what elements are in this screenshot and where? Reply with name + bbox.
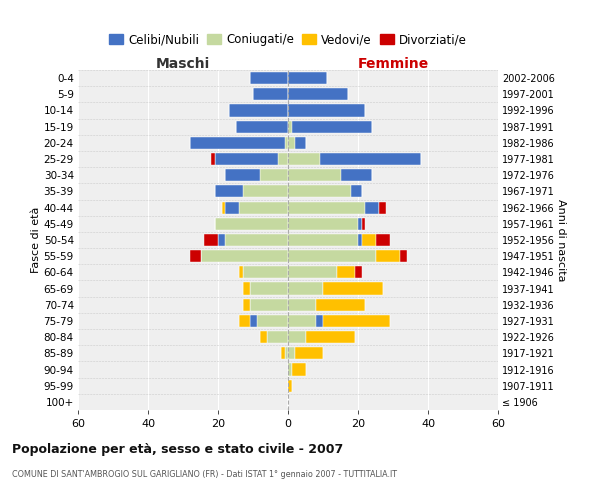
Bar <box>221 202 225 213</box>
Bar <box>358 234 361 246</box>
Bar <box>218 234 225 246</box>
Bar <box>190 250 200 262</box>
Bar <box>376 234 389 246</box>
Bar <box>288 234 358 246</box>
Bar <box>288 218 358 230</box>
Bar <box>292 364 305 376</box>
Bar <box>355 266 361 278</box>
Bar <box>288 120 292 132</box>
Bar <box>239 202 288 213</box>
Bar <box>215 218 288 230</box>
Bar <box>229 104 288 117</box>
Bar <box>295 137 305 149</box>
Bar <box>288 169 341 181</box>
Bar <box>215 186 242 198</box>
Bar <box>288 202 365 213</box>
Bar <box>235 120 288 132</box>
Bar <box>323 315 389 327</box>
Bar <box>284 348 288 360</box>
Bar <box>288 104 365 117</box>
Bar <box>225 169 260 181</box>
Bar <box>305 331 355 343</box>
Bar <box>361 234 376 246</box>
Bar <box>341 169 372 181</box>
Bar <box>260 169 288 181</box>
Bar <box>400 250 407 262</box>
Bar <box>379 202 386 213</box>
Bar <box>337 266 355 278</box>
Bar <box>288 88 347 101</box>
Bar <box>242 186 288 198</box>
Bar <box>239 266 242 278</box>
Bar <box>316 315 323 327</box>
Bar <box>323 282 383 294</box>
Bar <box>253 88 288 101</box>
Bar <box>267 331 288 343</box>
Bar <box>292 120 372 132</box>
Bar <box>257 315 288 327</box>
Bar <box>260 331 267 343</box>
Bar <box>288 137 295 149</box>
Bar <box>225 202 239 213</box>
Bar <box>250 72 288 84</box>
Bar <box>200 250 288 262</box>
Bar <box>190 137 284 149</box>
Bar <box>376 250 400 262</box>
Bar <box>288 315 316 327</box>
Bar <box>288 72 326 84</box>
Bar <box>358 218 361 230</box>
Bar <box>288 250 376 262</box>
Y-axis label: Anni di nascita: Anni di nascita <box>556 198 566 281</box>
Bar <box>215 153 277 165</box>
Bar <box>288 186 351 198</box>
Bar <box>250 298 288 311</box>
Bar <box>242 282 250 294</box>
Bar <box>288 153 320 165</box>
Bar <box>295 348 323 360</box>
Bar <box>288 298 316 311</box>
Bar <box>288 331 305 343</box>
Bar <box>242 298 250 311</box>
Bar <box>288 266 337 278</box>
Bar <box>288 380 292 392</box>
Bar <box>239 315 250 327</box>
Text: Popolazione per età, sesso e stato civile - 2007: Popolazione per età, sesso e stato civil… <box>12 442 343 456</box>
Bar <box>242 266 288 278</box>
Bar <box>211 153 215 165</box>
Bar <box>277 153 288 165</box>
Bar <box>351 186 361 198</box>
Bar <box>281 348 284 360</box>
Bar <box>204 234 218 246</box>
Text: Maschi: Maschi <box>156 57 210 71</box>
Bar <box>288 348 295 360</box>
Y-axis label: Fasce di età: Fasce di età <box>31 207 41 273</box>
Bar <box>288 282 323 294</box>
Bar <box>250 282 288 294</box>
Legend: Celibi/Nubili, Coniugati/e, Vedovi/e, Divorziati/e: Celibi/Nubili, Coniugati/e, Vedovi/e, Di… <box>104 28 472 50</box>
Bar <box>361 218 365 230</box>
Bar <box>288 364 292 376</box>
Bar <box>284 137 288 149</box>
Bar <box>365 202 379 213</box>
Text: COMUNE DI SANT'AMBROGIO SUL GARIGLIANO (FR) - Dati ISTAT 1° gennaio 2007 - TUTTI: COMUNE DI SANT'AMBROGIO SUL GARIGLIANO (… <box>12 470 397 479</box>
Bar <box>320 153 421 165</box>
Text: Femmine: Femmine <box>358 57 428 71</box>
Bar <box>250 315 257 327</box>
Bar <box>316 298 365 311</box>
Bar <box>225 234 288 246</box>
